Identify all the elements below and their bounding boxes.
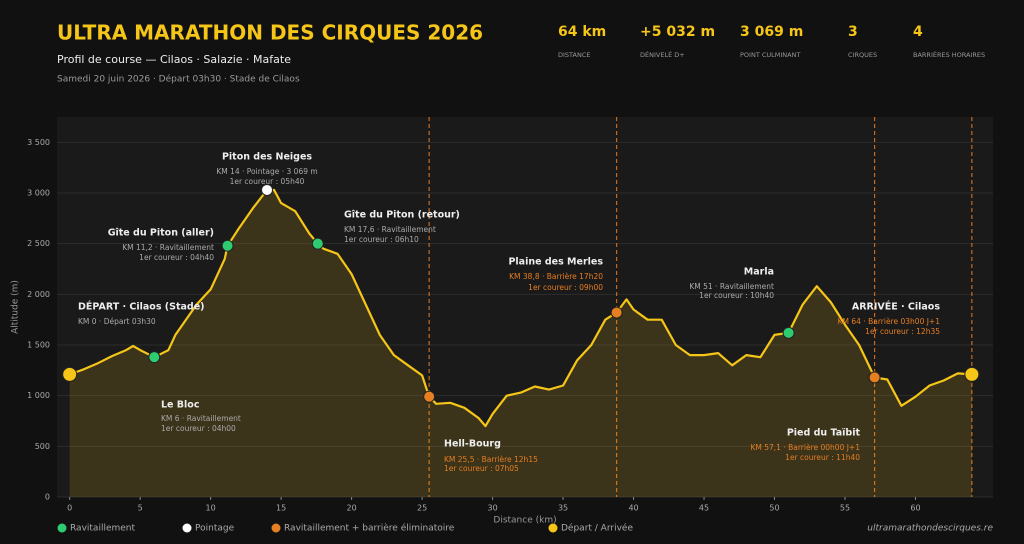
checkpoint-detail: KM 51 · Ravitaillement [689,282,774,291]
checkpoint-name: DÉPART · Cilaos (Stade) [78,301,205,313]
checkpoint-name: Hell-Bourg [444,439,501,450]
stat-value: 3 [848,24,858,40]
checkpoint-detail: 1er coureur : 11h40 [785,453,860,462]
stat-label: CIRQUES [848,51,877,59]
checkpoint-name: Plaine des Merles [508,257,603,268]
y-tick-label: 500 [35,442,50,451]
stat-value: 4 [913,24,923,40]
x-tick-label: 40 [628,504,638,513]
checkpoint-marker [423,390,436,403]
y-tick-label: 2 500 [27,239,50,248]
x-tick-label: 45 [699,504,709,513]
title: ULTRA MARATHON DES CIRQUES 2026 [57,21,483,45]
checkpoint-detail: 1er coureur : 04h00 [161,424,236,433]
date: Samedi 20 juin 2026 · Départ 03h30 · Sta… [57,74,300,85]
checkpoint-name: Gîte du Piton (retour) [344,210,460,221]
y-tick-label: 1 500 [27,341,50,350]
checkpoint-marker [311,237,324,250]
x-tick-label: 0 [67,504,72,513]
x-axis-title: Distance (km) [493,516,556,526]
profile-line [69,188,972,428]
profile-area [69,190,972,497]
x-tick-label: 10 [206,504,216,513]
stat-label: DISTANCE [558,51,590,59]
x-tick-label: 60 [910,504,920,513]
stat-label: DÉNIVELÉ D+ [640,50,685,59]
checkpoint-detail: 1er coureur : 04h40 [139,253,214,262]
checkpoint-detail: KM 6 · Ravitaillement [161,414,241,423]
x-tick-label: 15 [276,504,286,513]
y-tick-label: 3 000 [27,189,50,198]
stat-value: +5 032 m [640,24,715,40]
checkpoint-name: Marla [744,267,774,278]
stat-value: 3 069 m [740,24,803,40]
checkpoint-marker [221,239,234,252]
checkpoint-detail: 1er coureur : 05h40 [230,177,305,186]
checkpoint-detail: 1er coureur : 12h35 [865,327,940,336]
x-tick-label: 55 [840,504,850,513]
checkpoint-marker [261,183,274,196]
subtitle: Profil de course — Cilaos · Salazie · Ma… [57,53,291,66]
x-tick-label: 25 [417,504,427,513]
legend-marker [271,523,281,533]
checkpoint-detail: 1er coureur : 07h05 [444,464,519,473]
checkpoint-name: Le Bloc [161,400,199,411]
checkpoint-marker [782,326,795,339]
legend-label: Pointage [195,524,235,534]
checkpoint-detail: KM 17,6 · Ravitaillement [344,225,436,234]
checkpoint-name: ARRIVÉE · Cilaos [852,301,940,313]
checkpoint-detail: 1er coureur : 06h10 [344,235,419,244]
checkpoint-marker [868,371,881,384]
legend-label: Ravitaillement + barrière éliminatoire [284,523,455,534]
stat-value: 64 km [558,24,606,40]
y-tick-label: 0 [45,493,50,502]
checkpoint-marker [964,366,980,382]
checkpoint-marker [148,351,161,364]
checkpoint-marker [62,366,78,382]
checkpoint-detail: KM 14 · Pointage · 3 069 m [216,167,317,176]
checkpoint-detail: KM 64 · Barrière 03h00 J+1 [838,317,941,326]
y-axis-title: Altitude (m) [11,280,21,334]
legend-marker [182,523,192,533]
checkpoint-detail: 1er coureur : 10h40 [699,291,774,300]
y-tick-label: 1 000 [27,391,50,400]
checkpoint-marker [610,306,623,319]
y-tick-label: 3 500 [27,138,50,147]
legend-label: Ravitaillement [70,524,135,534]
x-tick-label: 35 [558,504,568,513]
x-tick-label: 50 [769,504,779,513]
y-tick-label: 2 000 [27,290,50,299]
legend-label: Départ / Arrivée [561,523,633,534]
stat-label: BARRIÈRES HORAIRES [913,50,985,59]
checkpoint-detail: KM 57,1 · Barrière 00h00 J+1 [750,443,860,452]
checkpoint-detail: KM 25,5 · Barrière 12h15 [444,455,538,464]
legend-marker [57,523,67,533]
legend-marker [548,523,558,533]
checkpoint-detail: KM 11,2 · Ravitaillement [122,243,214,252]
checkpoint-name: Pied du Taïbit [787,428,861,439]
checkpoint-detail: KM 38,8 · Barrière 17h20 [509,272,603,281]
x-tick-label: 5 [138,504,143,513]
x-tick-label: 30 [487,504,497,513]
checkpoint-name: Gîte du Piton (aller) [108,228,214,239]
stat-label: POINT CULMINANT [740,51,800,59]
footer: ultramarathondescirques.re [867,524,993,534]
x-tick-label: 20 [347,504,357,513]
checkpoint-detail: 1er coureur : 09h00 [528,283,603,292]
plot-area [57,117,993,497]
checkpoint-detail: KM 0 · Départ 03h30 [78,317,156,326]
checkpoint-name: Piton des Neiges [222,152,312,163]
